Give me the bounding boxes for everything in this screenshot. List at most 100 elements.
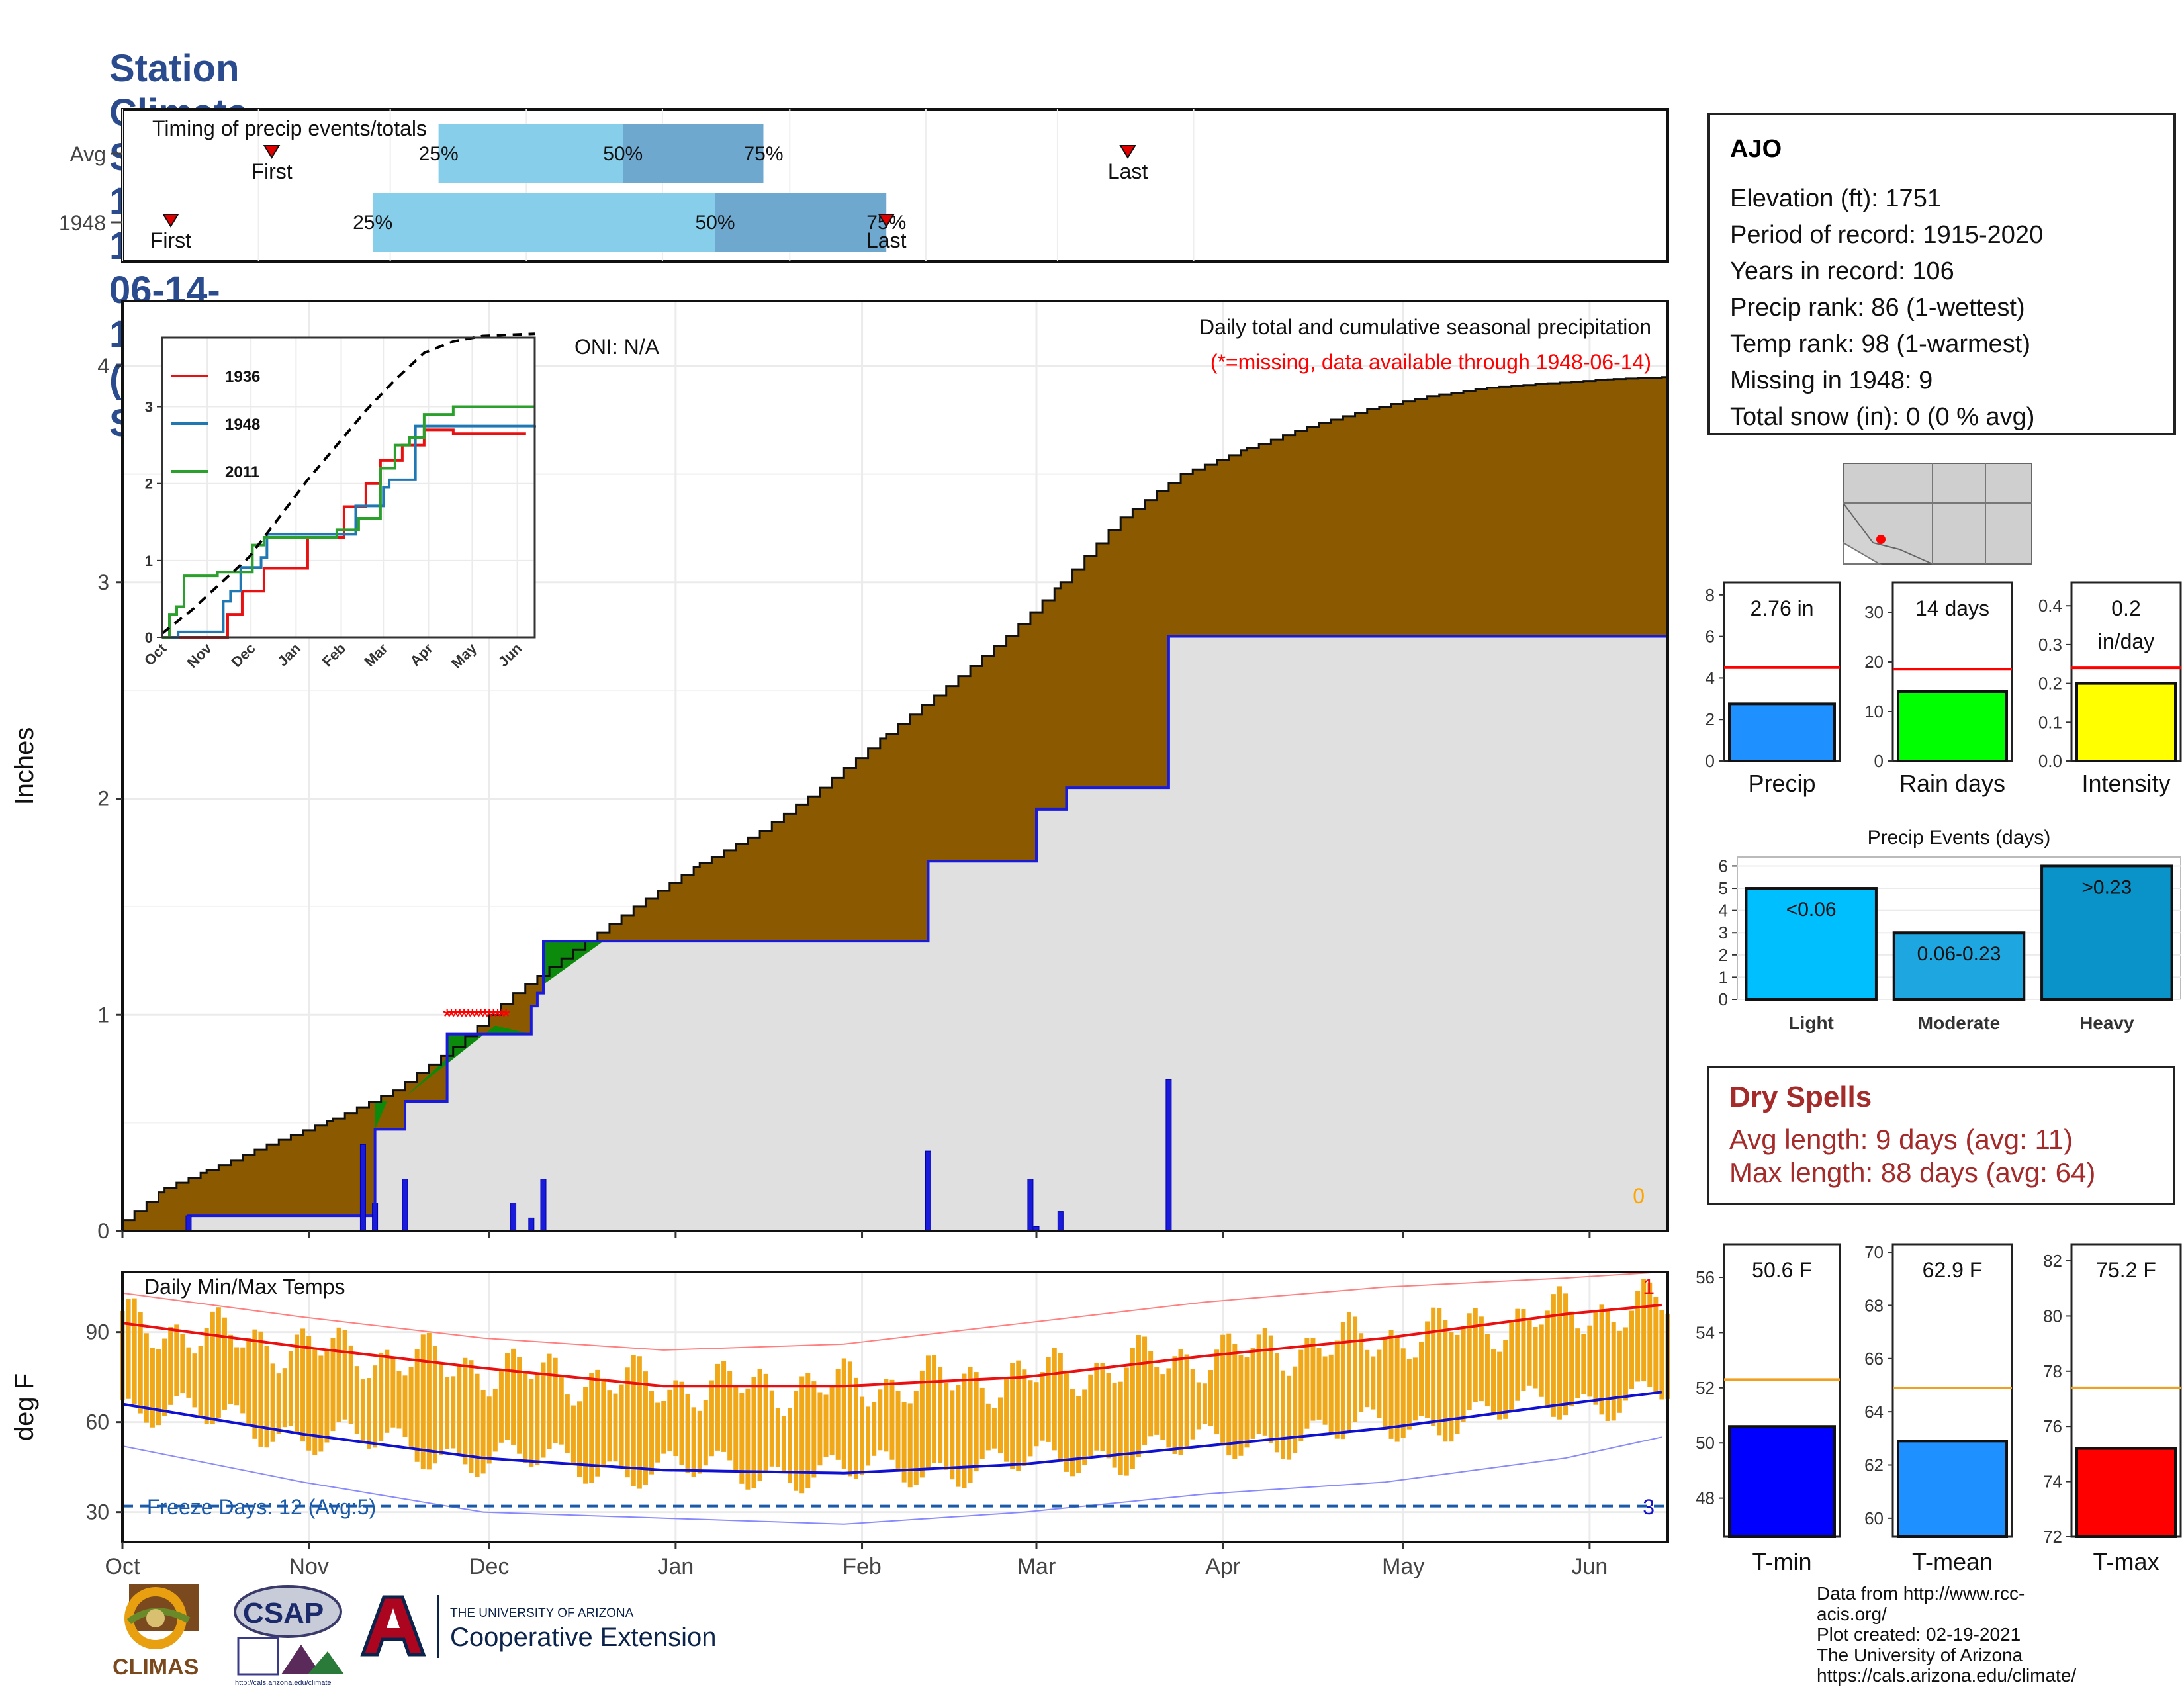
temp-ytick-label: 90	[85, 1320, 109, 1344]
precip-ytick-label: 2	[97, 787, 109, 811]
events-bar-label: >0.23	[2081, 876, 2132, 898]
precip-ytick-label: 1	[97, 1003, 109, 1027]
temp-daily-bar	[1605, 1309, 1610, 1421]
precip-avg-line	[121, 376, 1669, 1231]
temp-daily-bar	[258, 1331, 263, 1447]
map-mexico	[1843, 541, 1882, 565]
temp-daily-bar	[1022, 1369, 1027, 1467]
temp-daily-bar	[847, 1361, 852, 1477]
temp-daily-bar	[1124, 1367, 1129, 1476]
season_raindays-ytick-label: 10	[1864, 702, 1884, 721]
timing-title: Timing of precip events/totals	[152, 116, 427, 140]
station-missing: Missing in 1948: 9	[1730, 367, 1933, 394]
temp-daily-bar	[1455, 1334, 1460, 1435]
temp-daily-bar	[252, 1329, 257, 1439]
temp-daily-bar	[649, 1391, 655, 1475]
temp-daily-bar	[805, 1373, 811, 1488]
temp-daily-bar	[1160, 1374, 1165, 1440]
temp-daily-bar	[889, 1379, 895, 1460]
temp-daily-bar	[1479, 1316, 1484, 1402]
temp-daily-bar	[342, 1330, 347, 1420]
temp-daily-bar	[270, 1363, 275, 1442]
season_intensity-ytick-label: 0.1	[2038, 712, 2062, 732]
temp-daily-bar	[1310, 1338, 1316, 1421]
temp-daily-bar	[835, 1369, 841, 1460]
season_tmin-value-label: 50.6 F	[1752, 1258, 1812, 1282]
precip-frame	[121, 300, 1669, 1232]
temp-daily-bar	[1244, 1357, 1250, 1448]
timing-last-marker	[878, 214, 895, 228]
temp-daily-bar	[1515, 1308, 1520, 1401]
temp-daily-bar	[132, 1298, 137, 1404]
inset-series-line	[162, 424, 536, 639]
temp-daily-bar	[1545, 1310, 1550, 1408]
temp-daily-bar	[1118, 1381, 1123, 1475]
temp-normal-max-line	[122, 1303, 1662, 1388]
inset-legend-label: 1948	[225, 416, 260, 434]
climas-logo-text: CLIMAS	[113, 1655, 199, 1680]
temp-daily-bar	[1629, 1310, 1634, 1389]
temp-daily-bar	[769, 1390, 774, 1467]
temp-daily-bar	[240, 1347, 246, 1414]
temp-daily-bar	[841, 1358, 846, 1469]
season_tmin-ytick-label: 50	[1696, 1433, 1715, 1453]
temp-daily-bar	[1016, 1360, 1021, 1471]
temp-daily-bar	[486, 1396, 492, 1464]
inset-ytick-label: 0	[145, 629, 153, 646]
season_tmax-ytick-label: 78	[2043, 1361, 2062, 1381]
oni-label: ONI: N/A	[574, 335, 660, 359]
temp-daily-bar	[589, 1373, 594, 1483]
inset-series-line	[162, 405, 535, 639]
temp-daily-bar	[1509, 1321, 1514, 1412]
temp-daily-bar	[408, 1367, 414, 1450]
temp-daily-bar	[1365, 1349, 1370, 1408]
station-snow: Total snow (in): 0 (0 % avg)	[1730, 403, 2035, 431]
dry-spells-title: Dry Spells	[1729, 1081, 1872, 1113]
timing-first-marker	[162, 214, 179, 228]
temp-daily-bar	[1088, 1374, 1093, 1456]
temp-daily-bar	[595, 1369, 600, 1477]
season_intensity-ytick-label: 0.4	[2038, 596, 2062, 616]
temp-daily-bar	[529, 1379, 534, 1467]
missing-marker: *	[455, 1004, 464, 1029]
season_tmin-category-label: T-min	[1752, 1548, 1812, 1575]
temp-daily-bar	[1623, 1327, 1628, 1401]
station-years: Years in record: 106	[1730, 257, 1954, 285]
temp-daily-bar	[1443, 1320, 1448, 1442]
precip-daily-bar	[528, 1217, 535, 1232]
timing-first-label: First	[251, 160, 292, 183]
events-bar-label: <0.06	[1786, 899, 1837, 921]
temp-daily-bar	[1551, 1294, 1556, 1417]
events-bar	[2040, 864, 2173, 1001]
temp-daily-bar	[944, 1383, 949, 1470]
temp-daily-bar	[1136, 1335, 1141, 1458]
temp-daily-bar	[788, 1408, 793, 1483]
temp-daily-bar	[367, 1378, 372, 1449]
credits: Data from http://www.rcc-acis.org/ Plot …	[1817, 1583, 2076, 1686]
season_tmean-value-label: 62.9 F	[1923, 1258, 1983, 1282]
temp-daily-bar	[216, 1307, 221, 1418]
season_tmax-bar	[2075, 1447, 2177, 1538]
temp-daily-bar	[968, 1366, 973, 1483]
temp-daily-bar	[457, 1366, 462, 1455]
temp-daily-bar	[276, 1373, 281, 1434]
precip-daily-bar	[925, 1150, 931, 1232]
season_intensity-ytick-label: 0.2	[2038, 674, 2062, 694]
events-ytick-label: 2	[1719, 945, 1728, 965]
precip-daily-bar	[1027, 1179, 1034, 1232]
temp-daily-bar	[1377, 1349, 1382, 1418]
temp-daily-bar	[866, 1406, 871, 1466]
temp-daily-bar	[1539, 1324, 1544, 1397]
temp-daily-bar	[781, 1416, 786, 1473]
temp-daily-bar	[1070, 1389, 1075, 1477]
season_intensity-category-label: Intensity	[2081, 770, 2170, 797]
precip-ytick-label: 4	[97, 354, 109, 378]
temp-daily-bar	[1166, 1368, 1171, 1448]
precip-subtitle: (*=missing, data available through 1948-…	[1210, 350, 1651, 374]
timing-bar-25-50	[438, 124, 623, 183]
temp-daily-bar	[222, 1317, 227, 1410]
season_precip-category-label: Precip	[1748, 770, 1815, 797]
temp-daily-bar	[619, 1384, 624, 1468]
missing-marker: *	[451, 1004, 460, 1029]
